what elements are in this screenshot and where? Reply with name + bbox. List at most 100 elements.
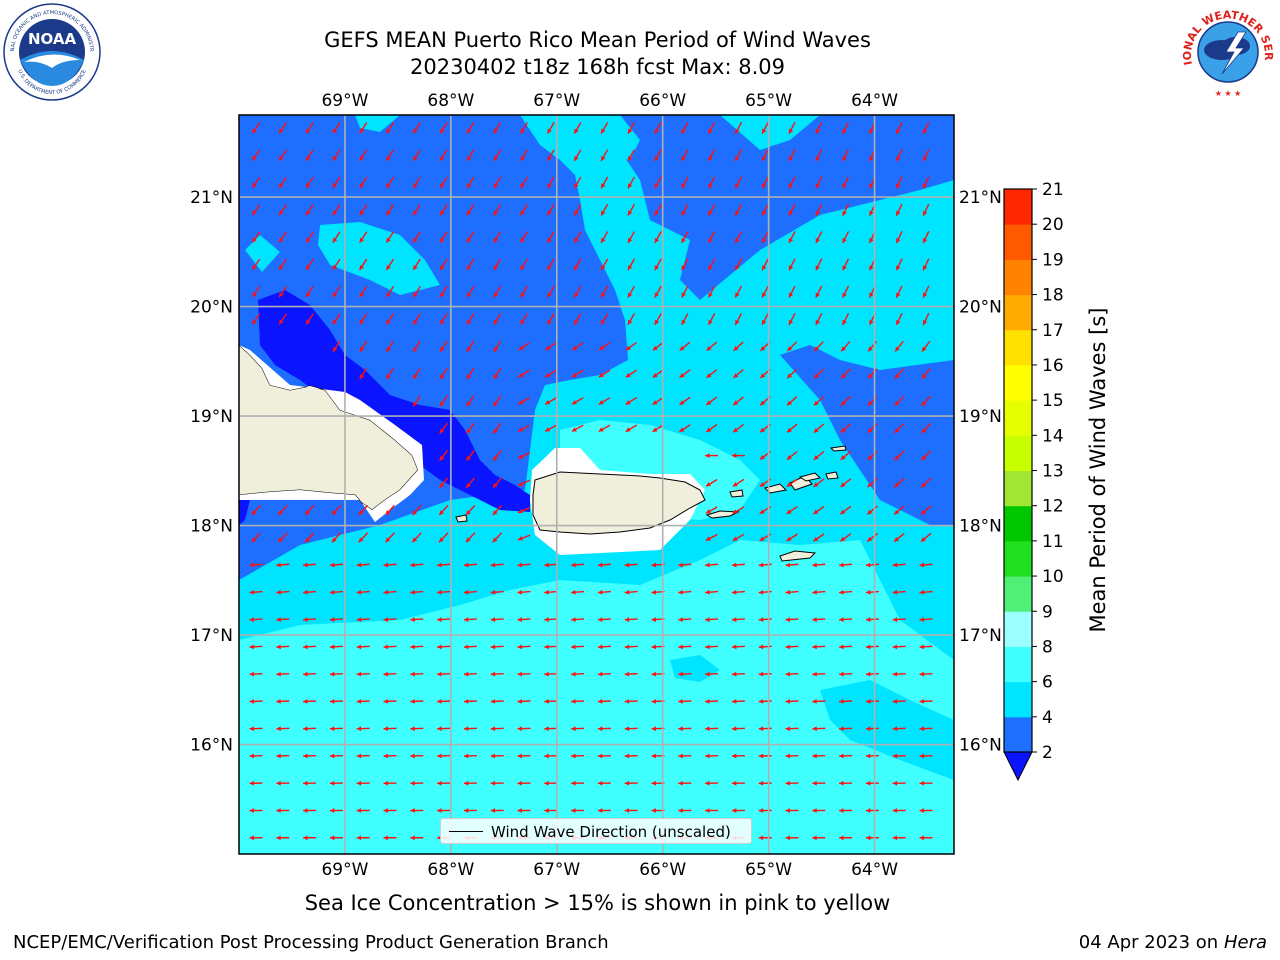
wave-direction-arrow (410, 671, 424, 677)
wave-direction-arrow (303, 617, 317, 622)
wave-direction-arrow (571, 699, 585, 704)
wave-direction-arrow (921, 340, 931, 352)
wave-direction-arrow (573, 122, 582, 134)
wave-direction-arrow (731, 562, 745, 568)
wave-direction-arrow (625, 424, 638, 433)
wave-direction-arrow (412, 231, 421, 244)
wave-direction-arrow (842, 231, 850, 244)
wave-direction-arrow (493, 258, 502, 271)
wave-direction-arrow (627, 258, 636, 271)
map-axis-labels: 69°W 69°W 68°W 68°W 67°W 67°W 66°W 66°W 65°W 65°W… (190, 91, 1002, 880)
colorbar-extend-triangle (1003, 751, 1033, 782)
legend-label: Wind Wave Direction (unscaled) (491, 823, 731, 841)
wave-direction-arrow (840, 423, 851, 434)
wave-direction-arrow (731, 808, 745, 813)
wave-direction-arrow (758, 780, 772, 786)
wave-direction-arrow (919, 753, 933, 759)
wave-direction-arrow (893, 532, 905, 543)
wave-direction-arrow (493, 285, 502, 298)
lat-label-right: 18°N (959, 517, 1002, 537)
wave-direction-arrow (249, 808, 263, 813)
wave-direction-arrow (544, 644, 558, 650)
colorbar-segment (1004, 435, 1032, 471)
wave-direction-arrow (624, 753, 638, 759)
wave-direction-arrow (731, 671, 745, 677)
wave-direction-arrow (359, 285, 368, 298)
colorbar-tick-label: 4 (1042, 708, 1053, 728)
wave-direction-arrow (707, 231, 716, 244)
wave-direction-arrow (839, 589, 853, 595)
wave-direction-arrow (329, 726, 343, 732)
wave-direction-arrow (842, 121, 850, 135)
wave-direction-arrow (813, 423, 825, 434)
wave-direction-arrow (249, 726, 263, 732)
wave-direction-arrow (812, 644, 826, 650)
wave-direction-arrow (517, 808, 531, 813)
wave-direction-arrow (785, 617, 799, 622)
lon-label-bottom: 65°W (745, 860, 792, 880)
wave-direction-arrow (517, 479, 531, 487)
wave-direction-arrow (894, 340, 904, 352)
wave-direction-arrow (785, 808, 799, 813)
wave-direction-arrow (520, 122, 528, 134)
wave-direction-arrow (249, 671, 263, 677)
wave-direction-arrow (383, 780, 397, 786)
wave-direction-arrow (865, 699, 879, 704)
wave-direction-arrow (544, 617, 558, 622)
wave-direction-arrow (412, 285, 421, 298)
wave-direction-arrow (812, 617, 826, 622)
wave-direction-arrow (840, 505, 852, 515)
wave-direction-arrow (785, 644, 799, 650)
wave-direction-arrow (812, 808, 826, 813)
wave-direction-arrow (463, 671, 477, 677)
wave-direction-arrow (303, 644, 317, 650)
wave-direction-arrow (544, 726, 558, 732)
wave-direction-arrow (249, 562, 263, 568)
wave-direction-arrow (493, 176, 502, 189)
wave-direction-arrow (544, 808, 558, 813)
wave-direction-arrow (597, 617, 611, 622)
wave-direction-arrow (571, 617, 585, 622)
wave-direction-arrow (249, 699, 263, 704)
colorbar-title: Mean Period of Wind Waves [s] (1086, 307, 1110, 633)
wave-direction-arrow (438, 504, 449, 516)
wave-direction-arrow (278, 231, 288, 243)
wave-direction-arrow (412, 313, 421, 325)
wave-direction-arrow (815, 258, 823, 271)
wave-direction-arrow (839, 533, 852, 542)
wave-direction-arrow (492, 450, 502, 462)
island-vieques (705, 510, 740, 519)
wave-direction-arrow (624, 562, 638, 568)
wave-direction-arrow (439, 340, 448, 353)
wave-direction-arrow (517, 562, 531, 568)
wave-direction-arrow (627, 176, 636, 189)
wave-direction-arrow (493, 340, 502, 353)
wave-direction-arrow (544, 397, 557, 405)
wave-direction-arrow (842, 258, 850, 271)
wave-direction-arrow (544, 780, 558, 786)
chart-subtitle: 20230402 t18z 168h fcst Max: 8.09 (410, 55, 785, 79)
wave-direction-arrow (463, 617, 477, 622)
wave-direction-arrow (437, 644, 451, 650)
wave-direction-arrow (892, 589, 906, 595)
wave-direction-arrow (463, 699, 477, 704)
wave-direction-arrow (681, 203, 689, 216)
period-band-6-8 (239, 540, 954, 854)
wave-direction-arrow (305, 149, 314, 162)
wave-direction-arrow (439, 231, 448, 244)
wave-direction-arrow (839, 562, 853, 568)
wave-direction-arrow (597, 589, 611, 595)
wave-direction-arrow (681, 149, 689, 162)
lat-label-right: 20°N (959, 298, 1002, 318)
wave-direction-arrow (786, 423, 798, 433)
wave-direction-arrow (359, 204, 368, 216)
lon-label-bottom: 69°W (321, 860, 368, 880)
wave-direction-arrow (410, 726, 424, 732)
wave-direction-arrow (786, 451, 798, 461)
wave-direction-arrow (867, 450, 878, 461)
wave-direction-arrow (545, 342, 557, 351)
wave-direction-arrow (437, 780, 451, 786)
wave-direction-arrow (249, 589, 263, 595)
wave-direction-arrow (251, 204, 261, 216)
wave-direction-arrow (625, 369, 637, 378)
